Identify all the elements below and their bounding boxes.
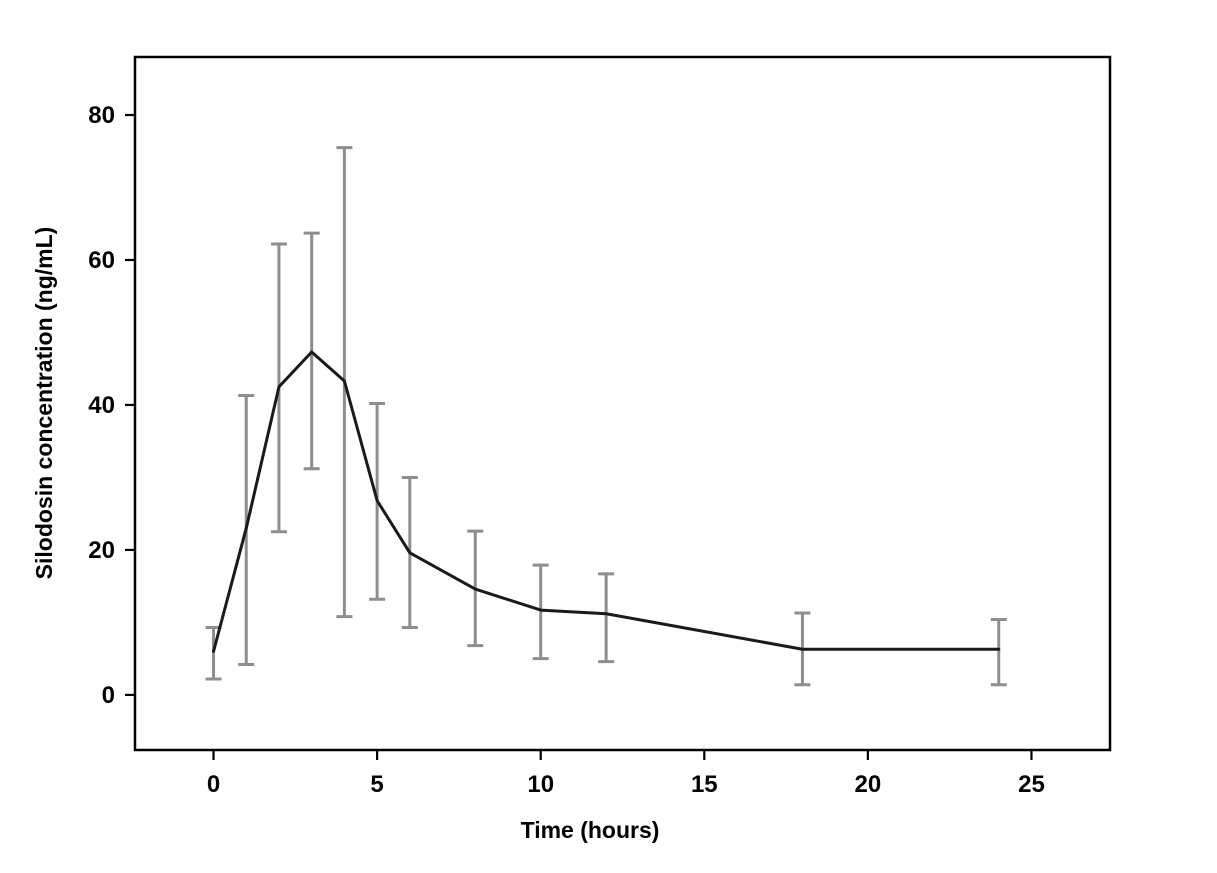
x-tick-label: 15 — [691, 771, 718, 798]
y-tick-label: 20 — [88, 537, 115, 564]
y-tick-label: 40 — [88, 392, 115, 419]
x-tick-label: 10 — [527, 771, 554, 798]
x-tick-label: 20 — [855, 771, 882, 798]
y-tick-label: 60 — [88, 247, 115, 274]
x-tick-label: 5 — [370, 771, 383, 798]
plot-area: 0 5 10 15 20 25 0 20 40 60 80 — [88, 55, 1112, 798]
concentration-line — [212, 350, 1001, 653]
x-tick-label: 0 — [207, 771, 220, 798]
y-tick-label: 0 — [102, 682, 115, 709]
x-tick-label: 25 — [1018, 771, 1045, 798]
plot-border — [133, 55, 1112, 752]
y-tick-label: 80 — [88, 102, 115, 129]
y-axis-title: Silodosin concentration (ng/mL) — [31, 227, 57, 580]
x-axis-title: Time (hours) — [521, 817, 660, 843]
